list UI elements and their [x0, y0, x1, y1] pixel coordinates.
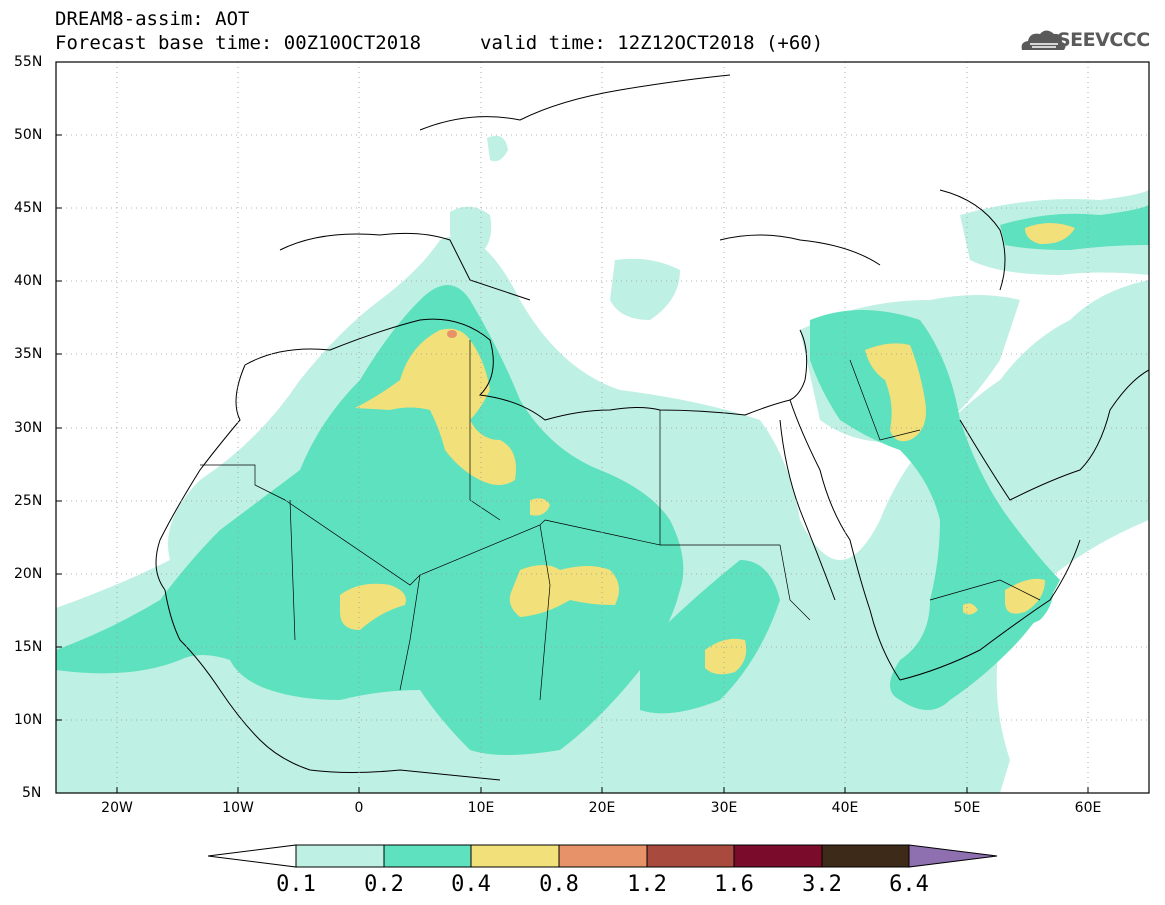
map-title: DREAM8-assim: AOT — [55, 8, 250, 30]
lat-label: 50N — [14, 127, 43, 143]
lon-label: 60E — [1074, 800, 1102, 816]
colorbar-1.2-1.6 — [646, 844, 735, 868]
logo-text: SEEVCCC — [1057, 29, 1150, 51]
forecast-base-time: Forecast base time: 00Z10OCT2018 — [55, 32, 422, 54]
colorbar-label: 0.8 — [539, 872, 579, 897]
lat-label: 30N — [14, 420, 43, 436]
coastlines — [155, 74, 1149, 781]
axis-ticks — [56, 61, 1089, 794]
lat-label: 10N — [14, 712, 43, 728]
lat-label: 5N — [22, 785, 42, 801]
colorbar-0.1-0.2 — [295, 844, 385, 868]
cloud-logo-icon — [1021, 30, 1066, 50]
lat-label: 40N — [14, 273, 43, 289]
lon-label: 20E — [588, 800, 616, 816]
country-borders — [200, 340, 1041, 701]
colorbar-label: 0.2 — [364, 872, 404, 897]
colorbar-label: 0.1 — [276, 872, 316, 897]
lat-label: 20N — [14, 566, 43, 582]
lon-label: 40E — [831, 800, 859, 816]
colorbar-label: 1.2 — [627, 872, 667, 897]
lon-label: 20W — [101, 800, 133, 816]
colorbar-lt-0.1 — [207, 844, 297, 868]
lon-label: 50E — [953, 800, 981, 816]
colorbar-gt-6.4 — [908, 844, 998, 868]
lon-label: 10W — [222, 800, 254, 816]
lat-label: 35N — [14, 346, 43, 362]
lon-label: 30E — [710, 800, 738, 816]
colorbar-0.4-0.8 — [470, 844, 560, 868]
lat-label: 45N — [14, 200, 43, 216]
colorbar-label: 1.6 — [714, 872, 754, 897]
lon-label: 0 — [354, 800, 364, 816]
colorbar-label: 0.4 — [451, 872, 491, 897]
colorbar-0.8-1.2 — [558, 844, 648, 868]
colorbar-label: 3.2 — [802, 872, 842, 897]
lat-label: 25N — [14, 493, 43, 509]
lat-label: 55N — [14, 54, 43, 70]
lat-label: 15N — [14, 639, 43, 655]
aot-band-0.4 — [340, 223, 1075, 675]
colorbar-3.2-6.4 — [821, 844, 910, 868]
colorbar — [207, 844, 998, 868]
graticule — [56, 62, 1149, 793]
valid-time: valid time: 12Z12OCT2018 (+60) — [480, 32, 824, 54]
lon-label: 10E — [467, 800, 495, 816]
aot-band-0.8 — [447, 330, 457, 338]
colorbar-0.2-0.4 — [383, 844, 472, 868]
colorbar-label: 6.4 — [889, 872, 929, 897]
colorbar-1.6-3.2 — [733, 844, 823, 868]
